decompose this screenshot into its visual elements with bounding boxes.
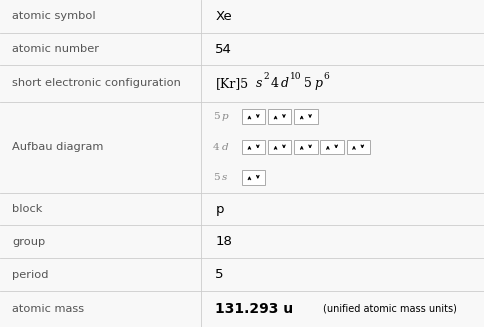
Text: 18: 18	[215, 235, 232, 248]
Bar	[347, 140, 370, 154]
Text: atomic symbol: atomic symbol	[12, 11, 96, 21]
Text: Aufbau diagram: Aufbau diagram	[12, 142, 104, 152]
Bar	[242, 170, 265, 185]
Text: (unified atomic mass units): (unified atomic mass units)	[323, 304, 457, 314]
Text: 5: 5	[213, 112, 220, 121]
Bar	[242, 140, 265, 154]
Text: 54: 54	[215, 43, 232, 56]
Bar	[294, 110, 318, 124]
Text: atomic mass: atomic mass	[12, 304, 84, 314]
Bar	[294, 140, 318, 154]
Text: [Kr]5: [Kr]5	[215, 77, 248, 90]
Bar	[320, 140, 344, 154]
Text: d: d	[222, 143, 228, 152]
Text: block: block	[12, 204, 43, 214]
Text: 2: 2	[264, 72, 270, 81]
Text: 131.293 u: 131.293 u	[215, 302, 293, 316]
Text: Xe: Xe	[215, 10, 232, 23]
Text: p: p	[215, 203, 224, 215]
Text: 5: 5	[213, 173, 220, 182]
Text: 5: 5	[304, 77, 312, 90]
Bar	[268, 110, 291, 124]
Text: s: s	[256, 77, 262, 90]
Text: 5: 5	[215, 268, 224, 281]
Text: atomic number: atomic number	[12, 44, 99, 54]
Bar	[268, 140, 291, 154]
Bar	[242, 110, 265, 124]
Text: period: period	[12, 269, 48, 280]
Text: 6: 6	[324, 72, 330, 81]
Text: group: group	[12, 237, 45, 247]
Text: 4: 4	[213, 143, 220, 152]
Text: p: p	[314, 77, 322, 90]
Text: 10: 10	[290, 72, 302, 81]
Text: s: s	[222, 173, 227, 182]
Text: p: p	[222, 112, 228, 121]
Text: d: d	[281, 77, 288, 90]
Text: short electronic configuration: short electronic configuration	[12, 78, 181, 89]
Text: 4: 4	[271, 77, 279, 90]
